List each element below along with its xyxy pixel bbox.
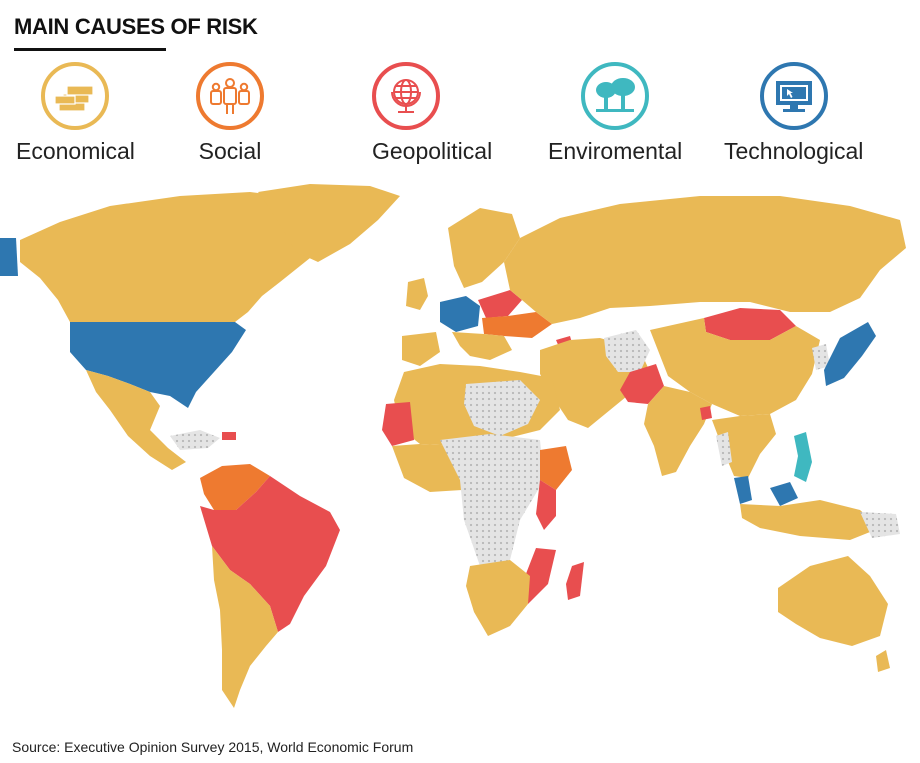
people-icon [196,62,264,130]
region-cuba-haiti [222,432,236,440]
legend-label-technological: Technological [724,138,864,164]
region-venezuela-colombia [200,464,270,510]
legend-technological: Technological [724,62,863,165]
region-myanmar-nodata [716,432,732,466]
region-malaysia [734,476,752,504]
region-brazil-peru [200,476,340,632]
region-southern-cone [212,546,278,708]
region-caribbean [170,430,220,450]
region-central-asia-nodata [604,330,650,372]
region-mongolia [704,308,796,340]
region-kenya-tanzania [536,480,556,530]
region-korea-nodata [812,344,830,370]
region-philippines [794,432,812,482]
legend-label-enviromental: Enviromental [548,138,683,164]
region-eastern-europe [482,312,552,338]
source-note: Source: Executive Opinion Survey 2015, W… [12,739,414,755]
monitor-icon [759,62,828,130]
region-alaska [0,238,18,276]
region-mauritania [382,402,414,446]
region-ethiopia [540,446,572,490]
region-pakistan [620,364,664,404]
region-madagascar [566,562,584,600]
region-australia [778,556,888,646]
legend-label-social: Social [198,138,262,164]
region-indochina [712,414,776,478]
page-title: MAIN CAUSES OF RISK [14,14,258,39]
trees-icon [581,62,650,130]
legend-enviromental: Enviromental [548,62,682,165]
region-usa [70,322,246,408]
legend-economical: Economical [16,62,135,165]
world-map [0,184,906,708]
region-greenland [258,184,400,262]
region-canada [20,192,340,322]
title-underline [14,48,166,51]
region-papua-nodata [860,512,900,538]
region-russia [504,196,906,324]
region-italy-balkans [452,332,512,360]
region-central-africa-nodata [440,434,544,566]
legend-label-geopolitical: Geopolitical [372,138,493,164]
region-france-germany [440,296,480,332]
region-new-zealand [876,650,890,672]
region-sahara-nodata [464,380,540,436]
region-scandinavia [448,208,520,288]
region-borneo [770,482,798,506]
region-bangladesh [700,406,712,420]
region-china [650,318,820,416]
legend-social: Social [196,62,264,165]
region-india [644,386,712,476]
region-uk [406,278,428,310]
region-iberia [402,332,440,366]
region-southern-africa [466,560,530,636]
region-poland-czech [478,290,522,318]
legend-geopolitical: Geopolitical [372,62,492,165]
region-japan [824,322,876,386]
region-mozambique [522,548,556,604]
money-stack-icon [41,62,110,130]
legend-label-economical: Economical [16,138,135,164]
region-mexico [86,370,186,470]
globe-icon [372,62,440,130]
region-indonesia [740,500,880,540]
